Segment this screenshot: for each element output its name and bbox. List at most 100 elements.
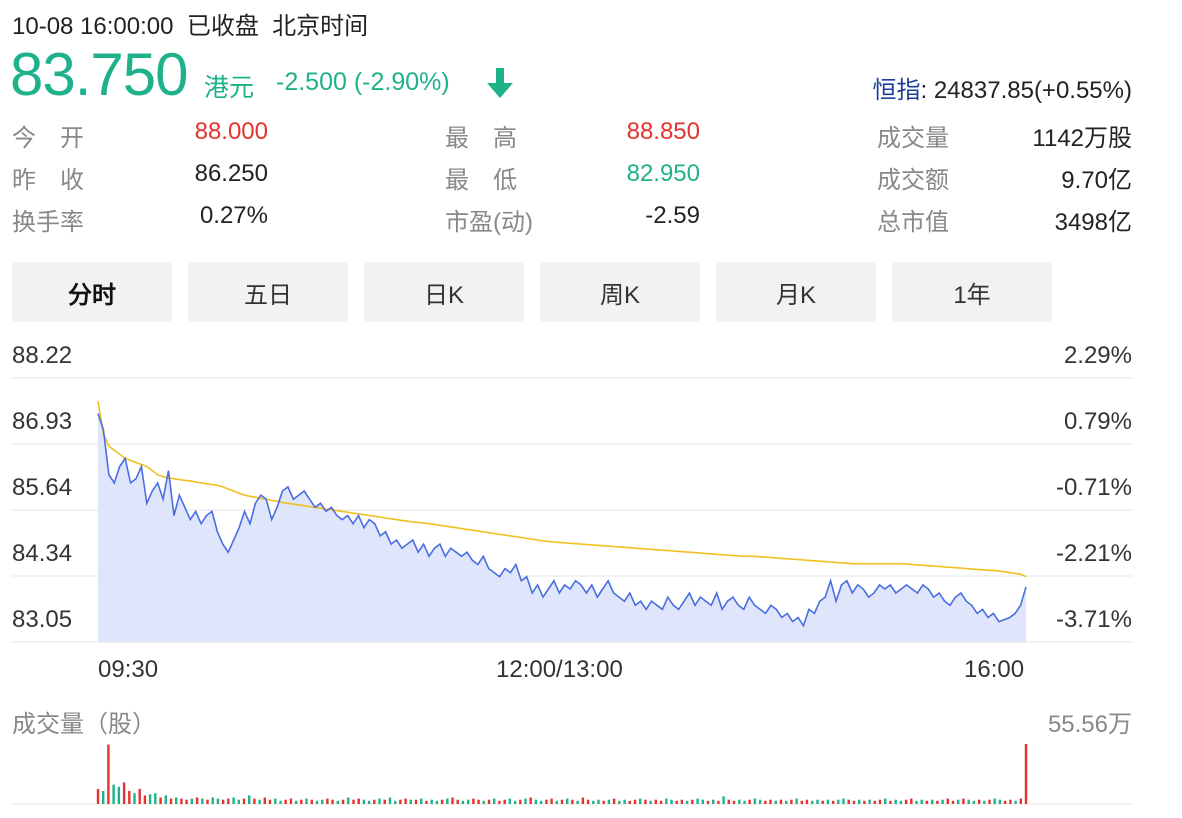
x-tick: 09:30 (98, 656, 159, 683)
volume-bar (670, 799, 673, 804)
volume-bar (998, 799, 1002, 804)
index-quote[interactable]: 恒指: 24837.85(+0.55%) (873, 70, 1133, 105)
stat-label: 市盈(动) (445, 209, 533, 236)
volume-bar (498, 800, 501, 804)
volume-bar (899, 800, 903, 804)
volume-bar (571, 799, 574, 804)
volume-bar (357, 798, 360, 804)
volume-bar (785, 800, 788, 804)
volume-bar (1009, 799, 1012, 804)
y-tick-right: -2.21% (1055, 540, 1132, 567)
volume-bar (122, 782, 126, 804)
tab-weekly-k[interactable]: 周K (540, 262, 700, 322)
tab-daily-k[interactable]: 日K (364, 262, 524, 322)
volume-bar (279, 800, 282, 804)
volume-bar (399, 799, 402, 804)
volume-bar (628, 800, 631, 804)
volume-bar (665, 798, 668, 804)
volume-bar (232, 797, 235, 804)
volume-bar (592, 800, 595, 804)
stat-value-market-cap: 3498亿 (1054, 209, 1132, 236)
volume-bar (769, 799, 772, 804)
volume-bar (268, 799, 272, 804)
volume-bar (467, 799, 470, 804)
volume-bar (894, 799, 897, 804)
volume-bar (451, 797, 454, 804)
volume-bar (774, 800, 777, 804)
volume-bar (816, 799, 819, 804)
volume-bar (868, 799, 871, 804)
volume-bar (936, 800, 939, 804)
volume-bar (800, 800, 803, 804)
volume-bar (972, 800, 976, 804)
volume-bar (691, 799, 694, 804)
volume-bar (274, 798, 277, 804)
volume-bar (263, 797, 266, 804)
volume-bar (117, 786, 121, 804)
volume-bar (352, 799, 355, 804)
volume-bar (977, 799, 981, 804)
arrow-down-icon (487, 68, 513, 98)
volume-bar (805, 799, 809, 804)
volume-bar (159, 797, 162, 804)
volume-bar (300, 799, 303, 804)
volume-bar (440, 799, 444, 804)
volume-bar (185, 799, 188, 804)
volume-bar (811, 800, 814, 804)
volume-bar (779, 799, 783, 804)
volume-bar (96, 788, 100, 804)
volume-bar (206, 799, 209, 804)
volume-bar (748, 799, 751, 804)
volume-bar (487, 799, 491, 804)
volume-bar (852, 800, 856, 804)
index-name[interactable]: 恒指 (872, 77, 921, 104)
volume-bar (331, 799, 334, 804)
volume-bar (644, 799, 647, 804)
volume-bar (915, 800, 918, 804)
volume-bar (388, 797, 392, 804)
volume-bar (623, 799, 626, 804)
intraday-chart[interactable] (0, 330, 1182, 818)
price-area-fill (98, 413, 1026, 642)
index-value: : 24837.85(+0.55%) (920, 77, 1133, 104)
x-tick: 16:00 (964, 656, 1025, 683)
volume-bar (967, 799, 970, 804)
volume-bar (169, 798, 173, 804)
volume-bar (701, 799, 704, 804)
volume-title: 成交量（股） (12, 711, 156, 738)
volume-bar (597, 799, 600, 804)
stat-value-amount: 9.70亿 (1061, 167, 1132, 194)
volume-bar (712, 799, 715, 804)
volume-bar (154, 793, 157, 804)
volume-bar (310, 799, 313, 804)
volume-bar (513, 800, 517, 804)
volume-bar (534, 799, 538, 804)
tab-one-year[interactable]: 1年 (892, 262, 1052, 322)
volume-bar (367, 800, 371, 804)
tab-monthly-k[interactable]: 月K (716, 262, 876, 322)
volume-bar (941, 799, 944, 804)
volume-bar (420, 798, 423, 804)
volume-bar (404, 798, 407, 804)
tab-intraday[interactable]: 分时 (12, 262, 172, 322)
volume-bar (931, 799, 934, 804)
volume-bar (394, 800, 397, 804)
volume-bar (294, 800, 298, 804)
volume-bars (96, 744, 1028, 804)
tab-five-day[interactable]: 五日 (188, 262, 348, 322)
x-tick: 12:00/13:00 (496, 656, 623, 683)
volume-bar (826, 799, 830, 804)
timezone-label: 北京时间 (272, 13, 369, 40)
volume-bar (602, 800, 605, 804)
volume-bar (378, 798, 381, 804)
y-tick-right: 0.79% (1063, 408, 1132, 435)
stat-label: 最 高 (445, 125, 517, 152)
volume-bar (821, 800, 824, 804)
volume-bar (425, 800, 428, 804)
volume-bar (884, 798, 887, 804)
price-line (97, 413, 1027, 628)
volume-bar (842, 798, 845, 804)
volume-bar (743, 800, 746, 804)
volume-bar (962, 798, 965, 804)
volume-bar (341, 799, 345, 804)
